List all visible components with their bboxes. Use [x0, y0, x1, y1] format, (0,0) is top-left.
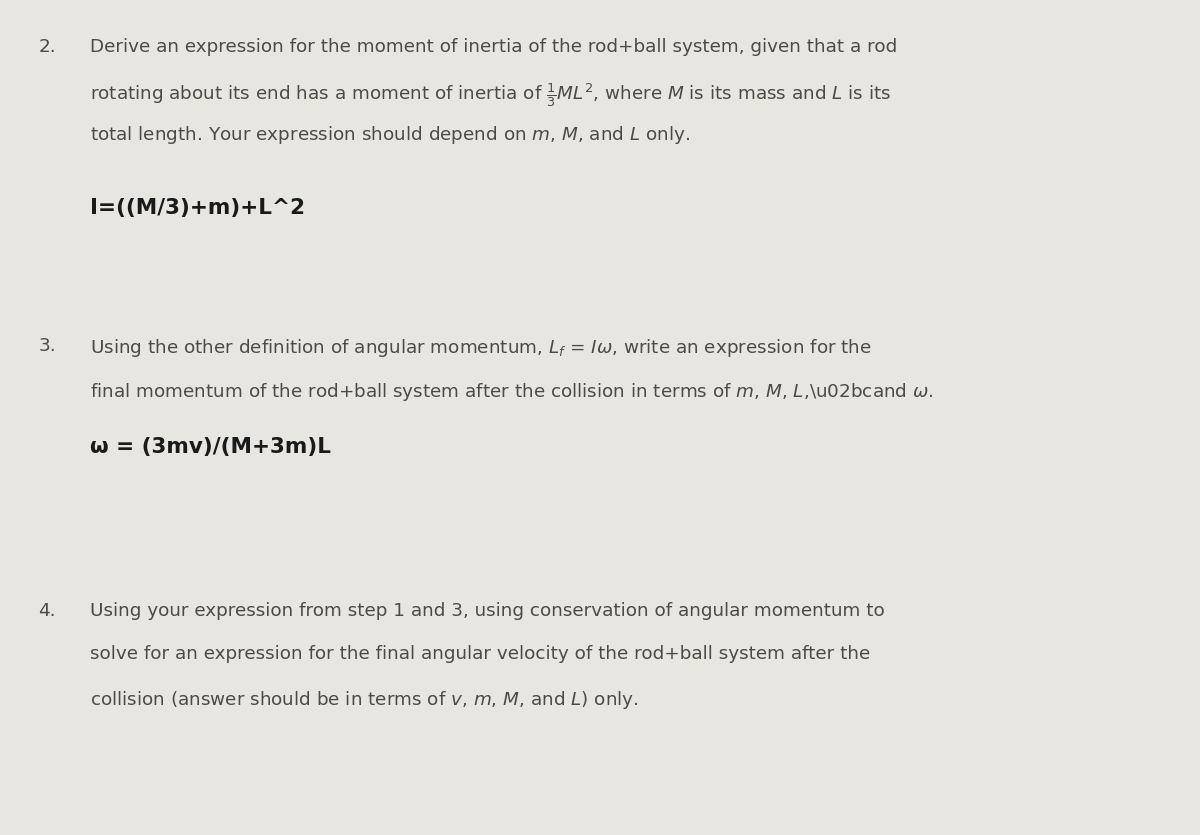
Text: final momentum of the rod+ball system after the collision in terms of $m$, $M$, : final momentum of the rod+ball system af… [90, 381, 934, 402]
Text: ω = (3mv)/(M+3m)L: ω = (3mv)/(M+3m)L [90, 437, 331, 457]
Text: collision (answer should be in terms of $v$, $m$, $M$, and $L$) only.: collision (answer should be in terms of … [90, 689, 638, 711]
Text: Derive an expression for the moment of inertia of the rod+ball system, given tha: Derive an expression for the moment of i… [90, 38, 898, 56]
Text: 4.: 4. [38, 602, 56, 620]
Text: total length. Your expression should depend on $m$, $M$, and $L$ only.: total length. Your expression should dep… [90, 124, 690, 146]
Text: Using the other definition of angular momentum, $L_f$ = $I\omega$, write an expr: Using the other definition of angular mo… [90, 337, 872, 359]
Text: 3.: 3. [38, 337, 56, 355]
Text: I=((M/3)+m)+L^2: I=((M/3)+m)+L^2 [90, 198, 305, 218]
Text: Using your expression from step 1 and 3, using conservation of angular momentum : Using your expression from step 1 and 3,… [90, 602, 884, 620]
Text: solve for an expression for the final angular velocity of the rod+ball system af: solve for an expression for the final an… [90, 645, 870, 664]
Text: rotating about its end has a moment of inertia of $\frac{1}{3}ML^2$, where $M$ i: rotating about its end has a moment of i… [90, 81, 892, 109]
Text: 2.: 2. [38, 38, 56, 56]
